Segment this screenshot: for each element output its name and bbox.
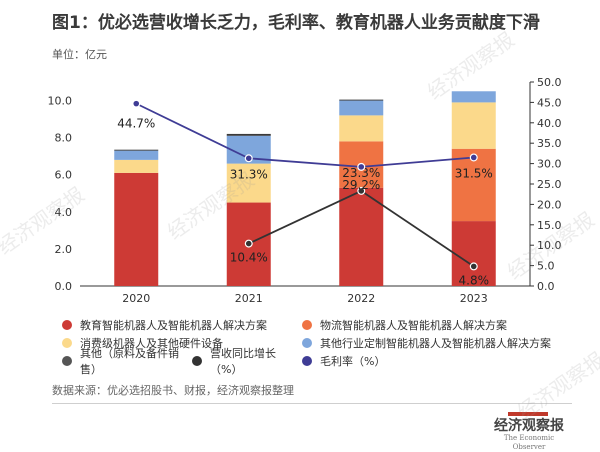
legend-swatch	[302, 356, 312, 366]
legend-swatch	[302, 338, 312, 348]
data-label: 31.5%	[455, 166, 493, 180]
legend-item-custom: 其他行业定制智能机器人及智能机器人解决方案	[302, 335, 551, 351]
legend-swatch	[302, 320, 312, 330]
bar-segment	[451, 221, 496, 286]
bar-segment	[451, 102, 496, 149]
divider	[52, 403, 572, 404]
combo-chart: 0.0 2.0 4.0 6.0 8.0 10.0 0.0 5.0 10.0 15.0 20.0 25.…	[48, 76, 562, 305]
bar-segment	[114, 150, 159, 160]
line-point	[244, 239, 253, 248]
legend-label: 教育智能机器人及智能机器人解决方案	[80, 319, 267, 332]
bar-segment	[339, 115, 384, 142]
y2-tick-label: 5.0	[537, 260, 555, 273]
x-tick-label: 2021	[235, 292, 263, 305]
legend-item-margin: 毛利率（%）	[302, 353, 385, 369]
logo-bar	[508, 412, 548, 416]
y-tick-label: 8.0	[55, 132, 73, 145]
logo-sub: The Economic Observer	[503, 434, 555, 451]
y2-tick-label: 50.0	[537, 76, 562, 89]
legend-label: 营收同比增长（%）	[210, 347, 276, 376]
bar-segment	[114, 149, 159, 151]
line-point	[469, 262, 478, 271]
bar-segment	[339, 99, 384, 101]
bar-segment	[451, 91, 496, 103]
legend-item-logistics: 物流智能机器人及智能机器人解决方案	[302, 317, 507, 333]
data-label: 44.7%	[117, 117, 155, 131]
data-source: 数据来源：优必选招股书、财报，经济观察报整理	[52, 384, 294, 397]
line-point	[357, 186, 366, 195]
y-tick-label: 4.0	[55, 206, 73, 219]
x-tick-label: 2022	[347, 292, 375, 305]
line-series	[135, 102, 474, 168]
line-point	[357, 162, 366, 171]
line-point	[469, 153, 478, 162]
bar-segment	[114, 172, 159, 286]
legend-swatch	[62, 356, 72, 366]
line-point	[132, 99, 141, 108]
y2-tick-label: 45.0	[537, 96, 562, 109]
x-tick-label: 2023	[460, 292, 488, 305]
y2-tick-label: 25.0	[537, 178, 562, 191]
legend-item-growth: 营收同比增长（%）	[192, 345, 302, 377]
data-label: 31.3%	[230, 167, 268, 181]
unit-label: 单位：亿元	[52, 48, 107, 61]
y2-tick-label: 0.0	[537, 280, 555, 293]
y2-tick-label: 10.0	[537, 239, 562, 252]
bar-segment	[339, 187, 384, 286]
x-tick-label: 2020	[122, 292, 150, 305]
y-tick-label: 10.0	[48, 95, 73, 108]
legend-item-consumer: 消费级机器人及其他硬件设备	[62, 335, 302, 351]
legend-label: 消费级机器人及其他硬件设备	[80, 337, 223, 350]
legend-swatch	[192, 356, 202, 366]
y2-tick-label: 30.0	[537, 158, 562, 171]
legend-swatch	[62, 320, 72, 330]
bar-segment	[114, 159, 159, 173]
legend-label: 其他（原料及备件销售）	[80, 347, 179, 376]
legend-label: 物流智能机器人及智能机器人解决方案	[320, 319, 507, 332]
logo-main: 经济观察报	[494, 418, 564, 434]
data-label: 23.3%	[342, 166, 380, 180]
y2-tick-label: 40.0	[537, 117, 562, 130]
bar-segment	[226, 163, 271, 203]
bar-segment	[226, 133, 271, 136]
y2-tick-label: 35.0	[537, 137, 562, 150]
data-label: 10.4%	[230, 251, 268, 265]
legend-label: 其他行业定制智能机器人及智能机器人解决方案	[320, 337, 551, 350]
legend: 教育智能机器人及智能机器人解决方案 物流智能机器人及智能机器人解决方案 消费级机…	[62, 316, 582, 376]
y-tick-label: 0.0	[55, 280, 73, 293]
data-label: 4.8%	[459, 273, 490, 287]
line-point	[244, 154, 253, 163]
chart-title: 图1：优必选营收增长乏力，毛利率、教育机器人业务贡献度下滑	[52, 13, 540, 33]
legend-swatch	[62, 338, 72, 348]
publisher-logo: 经济观察报 The Economic Observer	[488, 412, 570, 451]
y-tick-label: 6.0	[55, 169, 73, 182]
data-label: 29.2%	[342, 178, 380, 192]
y2-tick-label: 15.0	[537, 219, 562, 232]
bar-segment	[339, 100, 384, 116]
legend-label: 毛利率（%）	[320, 355, 386, 368]
legend-item-other: 其他（原料及备件销售）	[62, 345, 192, 377]
y-tick-label: 2.0	[55, 243, 73, 256]
y2-tick-label: 20.0	[537, 198, 562, 211]
legend-item-education: 教育智能机器人及智能机器人解决方案	[62, 317, 302, 333]
